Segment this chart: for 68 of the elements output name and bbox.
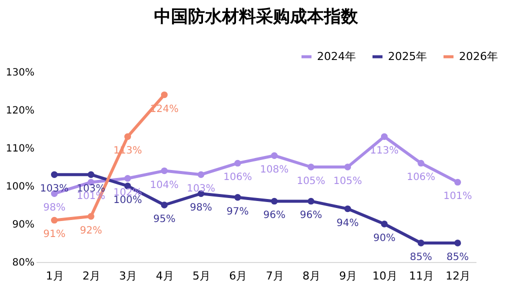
point [88,213,94,220]
point [160,167,168,174]
data-label: 101% [443,191,472,202]
x-tick-label: 10月 [372,270,398,282]
y-tick-label: 90% [12,220,34,230]
data-label: 94% [336,218,359,229]
point [344,205,352,212]
data-label: 90% [373,233,396,244]
data-label: 108% [260,164,289,176]
x-tick-label: 4月 [156,270,174,282]
x-tick-label: 5月 [192,270,210,282]
data-label: 104% [150,180,179,191]
point [234,160,242,167]
x-tick-label: 3月 [119,270,138,282]
x-tick-label: 1月 [46,270,64,282]
point [308,164,314,170]
point [88,171,94,178]
legend-label: 2024年 [317,50,356,63]
y-tick-label: 110% [6,144,34,154]
data-label: 103% [186,184,216,195]
y-tick-label: 130% [6,68,34,78]
data-label: 96% [263,210,286,222]
data-label: 105% [333,176,362,187]
data-label: 106% [406,172,436,184]
point [50,171,58,178]
data-label: 106% [223,172,252,184]
point [234,194,242,201]
x-tick-label: 6月 [229,270,248,282]
point [198,171,204,178]
point [418,240,424,246]
point [160,91,168,98]
y-tick-label: 100% [6,182,34,192]
data-label: 98% [43,202,66,214]
point [454,178,462,186]
point [270,198,278,205]
point [124,133,132,140]
point [160,202,168,208]
x-tick-label: 7月 [266,270,284,282]
point [380,220,388,228]
x-tick-label: 8月 [302,270,320,282]
x-tick-label: 9月 [339,270,358,282]
data-label: 85% [410,252,432,263]
legend-label: 2025年 [388,50,427,63]
point [308,198,314,205]
data-label: 98% [190,202,212,214]
y-tick-label: 120% [6,106,34,116]
point [380,133,388,140]
data-label: 95% [153,214,176,225]
data-label: 100% [113,195,142,206]
point [50,216,58,224]
data-label: 105% [296,176,326,187]
point [344,164,352,170]
x-tick-label: 2月 [82,270,100,282]
y-tick-label: 80% [12,258,34,268]
chart-title: 中国防水材料采购成本指数 [154,7,359,27]
point [454,240,462,246]
point [270,152,278,159]
data-label: 96% [300,210,322,222]
x-tick-label: 11月 [409,270,434,282]
point [124,175,132,182]
data-label: 85% [446,252,469,263]
x-tick-label: 12月 [446,270,471,282]
data-label: 103% [40,184,69,195]
point [418,160,424,167]
data-label: 97% [226,206,249,218]
data-label: 91% [43,229,66,240]
legend-label: 2026年 [459,50,498,63]
data-label: 92% [80,225,102,236]
